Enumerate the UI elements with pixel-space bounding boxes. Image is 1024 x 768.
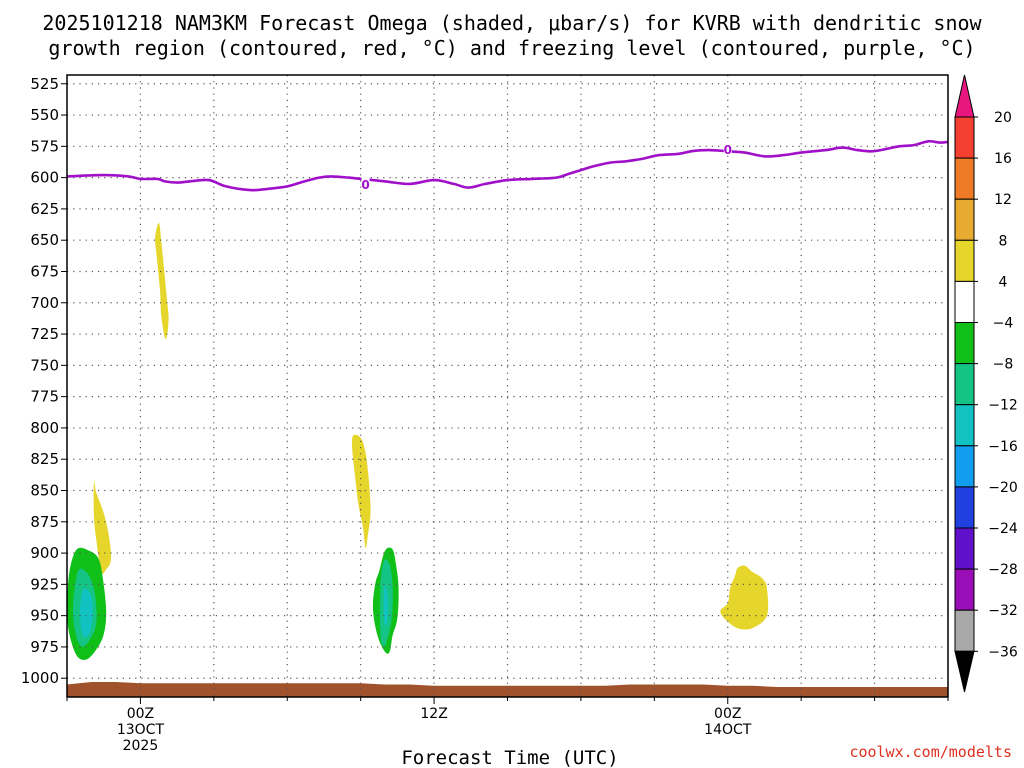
y-tick-label: 975 [30,638,59,656]
colorbar-segment [954,486,975,529]
x-tick-label: 12Z [420,706,447,722]
colorbar-label: −32 [988,603,1018,619]
omega-positive-region [93,480,112,574]
x-tick-label: 00Z [714,706,741,722]
colorbar-segment [954,322,975,365]
y-tick-label: 600 [30,169,59,187]
y-tick-label: 675 [30,262,59,280]
colorbar-segment [954,568,975,611]
omega-positive-region [720,565,769,630]
colorbar-label: −28 [988,562,1018,578]
colorbar-top-arrow [954,74,975,118]
freezing-level-label-bg [361,176,370,190]
y-tick-label: 800 [30,419,59,437]
colorbar-segment [954,363,975,406]
freezing-level: 000 [67,139,948,192]
y-tick-label: 575 [30,137,59,155]
y-tick-label: 875 [30,513,59,531]
y-tick-label: 525 [30,75,59,93]
y-tick-label: 725 [30,325,59,343]
colorbar-bottom-arrow [954,650,975,693]
colorbar-label: −36 [988,644,1018,660]
plot-area: 000 [67,75,948,697]
ground-fill [67,682,948,697]
colorbar-label: −20 [988,480,1018,496]
x-tick-label: 2025 [123,738,159,754]
freezing-level-label: 0 [361,178,369,192]
colorbar-label: −16 [988,439,1018,455]
colorbar-segment [954,116,975,159]
ground-terrain [67,682,948,697]
colorbar-segment [954,404,975,447]
colorbar-segment [954,239,975,282]
y-tick-label: 950 [30,607,59,625]
gridlines [67,75,948,697]
colorbar-label: 8 [999,233,1008,249]
y-tick-label: 700 [30,294,59,312]
colorbar-segment [954,198,975,241]
omega-shading [67,222,769,660]
x-tick-label: 13OCT [117,722,165,738]
colorbar-segment [954,157,975,200]
colorbar-label: −8 [993,357,1014,373]
colorbar-label: −4 [993,316,1014,332]
colorbar-label: 20 [994,110,1012,126]
y-tick-label: 925 [30,575,59,593]
colorbar-label: −24 [988,521,1018,537]
colorbar-label: 16 [994,151,1012,167]
y-tick-label: 550 [30,106,59,124]
y-tick-label: 750 [30,356,59,374]
y-tick-label: 775 [30,388,59,406]
colorbar-label: 4 [999,274,1008,290]
omega-negative-12-region [383,584,388,626]
colorbar-segment [954,527,975,570]
chart-title-line2: growth region (contoured, red, °C) and f… [48,36,975,60]
omega-positive-region [352,434,371,549]
y-tick-label: 900 [30,544,59,562]
credit-text: coolwx.com/modelts [849,743,1012,761]
colorbar-label: −12 [988,398,1018,414]
y-axis-pressure-ticks: 525 550 575 600 625 650 675 700 725 750 775 800 825 8… [21,75,67,687]
colorbar-segment [954,280,975,323]
y-tick-label: 850 [30,482,59,500]
y-tick-label: 825 [30,450,59,468]
y-tick-label: 1000 [21,669,59,687]
omega-negative-12-region [80,587,93,638]
freezing-level-line [67,139,948,192]
colorbar-segment [954,609,975,652]
omega-positive-region [154,222,169,340]
freezing-level-label: 0 [724,143,732,157]
x-tick-label: 00Z [127,706,154,722]
y-tick-label: 625 [30,200,59,218]
colorbar-label: 12 [994,192,1012,208]
chart-title-line1: 2025101218 NAM3KM Forecast Omega (shaded… [42,11,982,35]
x-axis-label: Forecast Time (UTC) [401,747,618,768]
omega-colorbar: 20 16 12 8 4 −4 −8 −12 −16 −20 −24 −28 −32 −36 [954,74,1018,693]
colorbar-segment [954,445,975,488]
freezing-level-label-bg [723,141,732,155]
x-tick-label: 14OCT [704,722,752,738]
y-tick-label: 650 [30,231,59,249]
